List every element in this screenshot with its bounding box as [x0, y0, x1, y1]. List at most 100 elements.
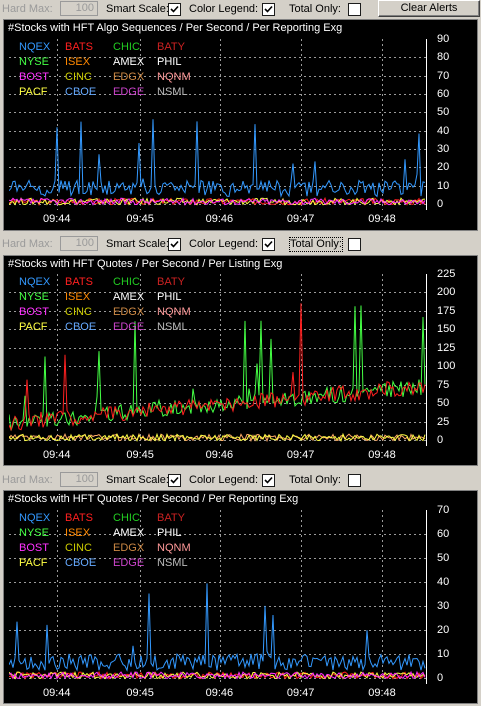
y-tick-label: 90 — [437, 33, 450, 45]
legend-item-cboe: CBOE — [65, 86, 97, 98]
panel-2-toolbar: Hard Max: 100 Smart Scale: Color Legend:… — [0, 235, 481, 254]
total-only-label: Total Only: — [289, 474, 341, 486]
series-trace — [9, 197, 426, 206]
legend-item-amex: AMEX — [113, 56, 145, 68]
total-only-label: Total Only: — [289, 3, 341, 15]
y-tick-label: 30 — [437, 143, 450, 155]
legend-item-nyse: NYSE — [19, 291, 49, 303]
y-axis: 70 60 50 40 30 20 10 0 — [427, 505, 477, 684]
legend-item-cinc: CINC — [65, 306, 92, 318]
y-tick-label: 40 — [437, 124, 450, 137]
x-tick-label: 09:45 — [126, 213, 154, 225]
legend-item-pacf: PACF — [19, 321, 48, 333]
legend-item-nqnm: NQNM — [157, 71, 191, 83]
total-only-checkbox[interactable] — [348, 474, 361, 487]
color-legend-checkbox[interactable] — [262, 474, 275, 487]
color-legend-checkbox[interactable] — [262, 238, 275, 251]
y-tick-label: 70 — [437, 504, 450, 516]
legend-item-isex: ISEX — [65, 291, 91, 303]
x-tick-label: 09:45 — [126, 687, 154, 699]
legend-item-edge: EDGE — [113, 557, 145, 569]
hard-max-label: Hard Max: — [2, 3, 53, 15]
panel-3-chart: #Stocks with HFT Quotes / Per Second / P… — [3, 490, 478, 704]
x-axis: 09:44 09:45 09:46 09:47 09:48 — [9, 450, 426, 464]
legend-item-baty: BATY — [157, 512, 185, 524]
smart-scale-label: Smart Scale: — [106, 3, 169, 15]
hard-max-label: Hard Max: — [2, 238, 53, 250]
legend-item-bost: BOST — [19, 306, 49, 318]
x-tick-label: 09:47 — [286, 687, 315, 699]
total-only-checkbox[interactable] — [348, 238, 361, 251]
total-only-label: Total Only: — [289, 237, 343, 252]
panel-1-toolbar: Hard Max: 100 Smart Scale: Color Legend:… — [0, 0, 481, 19]
y-tick-label: 175 — [437, 304, 456, 317]
y-tick-label: 125 — [437, 341, 456, 354]
y-tick-label: 20 — [437, 161, 450, 174]
panel-2: Hard Max: 100 Smart Scale: Color Legend:… — [0, 235, 481, 471]
clear-alerts-button[interactable]: Clear Alerts — [378, 0, 480, 17]
y-tick-label: 50 — [437, 552, 450, 564]
y-tick-label: 50 — [437, 106, 450, 119]
legend-item-baty: BATY — [157, 276, 185, 288]
legend-item-bost: BOST — [19, 71, 49, 83]
smart-scale-label: Smart Scale: — [106, 474, 169, 486]
color-legend-checkbox[interactable] — [262, 3, 275, 16]
color-legend-label: Color Legend: — [189, 238, 259, 250]
y-tick-label: 20 — [437, 624, 450, 636]
x-tick-label: 09:46 — [205, 213, 234, 225]
hard-max-input[interactable]: 100 — [60, 236, 98, 251]
x-tick-label: 09:44 — [42, 687, 71, 699]
chart-title: #Stocks with HFT Quotes / Per Second / P… — [8, 258, 283, 270]
x-tick-label: 09:48 — [368, 687, 396, 699]
hard-max-input[interactable]: 100 — [60, 472, 98, 487]
y-tick-label: 150 — [437, 323, 456, 336]
legend-item-nqex: NQEX — [19, 512, 51, 524]
panel-3-toolbar: Hard Max: 100 Smart Scale: Color Legend:… — [0, 471, 481, 490]
smart-scale-checkbox[interactable] — [168, 3, 181, 16]
plot-area: NQEX BATS CHIC BATY NYSE ISEX AMEX PHIL BOST CINC… — [9, 274, 427, 446]
legend-item-phil: PHIL — [157, 291, 182, 303]
y-tick-label: 225 — [437, 268, 456, 280]
y-tick-label: 50 — [437, 397, 450, 410]
legend-item-chic: CHIC — [113, 276, 140, 288]
smart-scale-checkbox[interactable] — [168, 474, 181, 487]
legend-item-edge: EDGE — [113, 86, 145, 98]
chart-title: #Stocks with HFT Algo Sequences / Per Se… — [8, 22, 343, 34]
smart-scale-checkbox[interactable] — [168, 238, 181, 251]
legend-item-pacf: PACF — [19, 86, 48, 98]
legend-item-isex: ISEX — [65, 527, 91, 539]
total-only-checkbox[interactable] — [348, 3, 361, 16]
legend-item-phil: PHIL — [157, 527, 182, 539]
legend-item-nyse: NYSE — [19, 56, 49, 68]
legend-item-nqnm: NQNM — [157, 306, 191, 318]
color-legend-label: Color Legend: — [189, 474, 259, 486]
x-tick-label: 09:47 — [286, 213, 315, 225]
legend-item-chic: CHIC — [113, 512, 140, 524]
series-trace — [9, 303, 426, 432]
legend-item-bats: BATS — [65, 512, 93, 524]
legend-item-cinc: CINC — [65, 71, 92, 83]
y-tick-label: 0 — [437, 672, 444, 684]
y-tick-label: 30 — [437, 600, 450, 612]
x-tick-label: 09:48 — [368, 213, 396, 225]
x-tick-label: 09:44 — [42, 449, 71, 461]
y-tick-label: 40 — [437, 576, 450, 588]
y-tick-label: 25 — [437, 415, 450, 428]
plot-area: NQEX BATS CHIC BATY NYSE ISEX AMEX PHIL BOST CINC… — [9, 39, 427, 210]
x-tick-label: 09:44 — [42, 213, 71, 225]
x-tick-label: 09:46 — [205, 687, 234, 699]
legend-item-isex: ISEX — [65, 56, 91, 68]
panel-3: Hard Max: 100 Smart Scale: Color Legend:… — [0, 471, 481, 706]
legend-item-amex: AMEX — [113, 291, 145, 303]
y-axis: 225 200 175 150 125 100 75 50 25 0 — [427, 269, 477, 446]
legend-item-chic: CHIC — [113, 41, 140, 53]
y-tick-label: 60 — [437, 528, 450, 540]
x-tick-label: 09:47 — [286, 449, 315, 461]
hard-max-input[interactable]: 100 — [60, 1, 98, 16]
legend-item-edge: EDGE — [113, 321, 145, 333]
x-axis: 09:44 09:45 09:46 09:47 09:48 — [9, 214, 426, 228]
y-tick-label: 70 — [437, 69, 450, 82]
x-tick-label: 09:48 — [368, 449, 396, 461]
y-tick-label: 60 — [437, 88, 450, 100]
legend-item-bats: BATS — [65, 41, 93, 53]
